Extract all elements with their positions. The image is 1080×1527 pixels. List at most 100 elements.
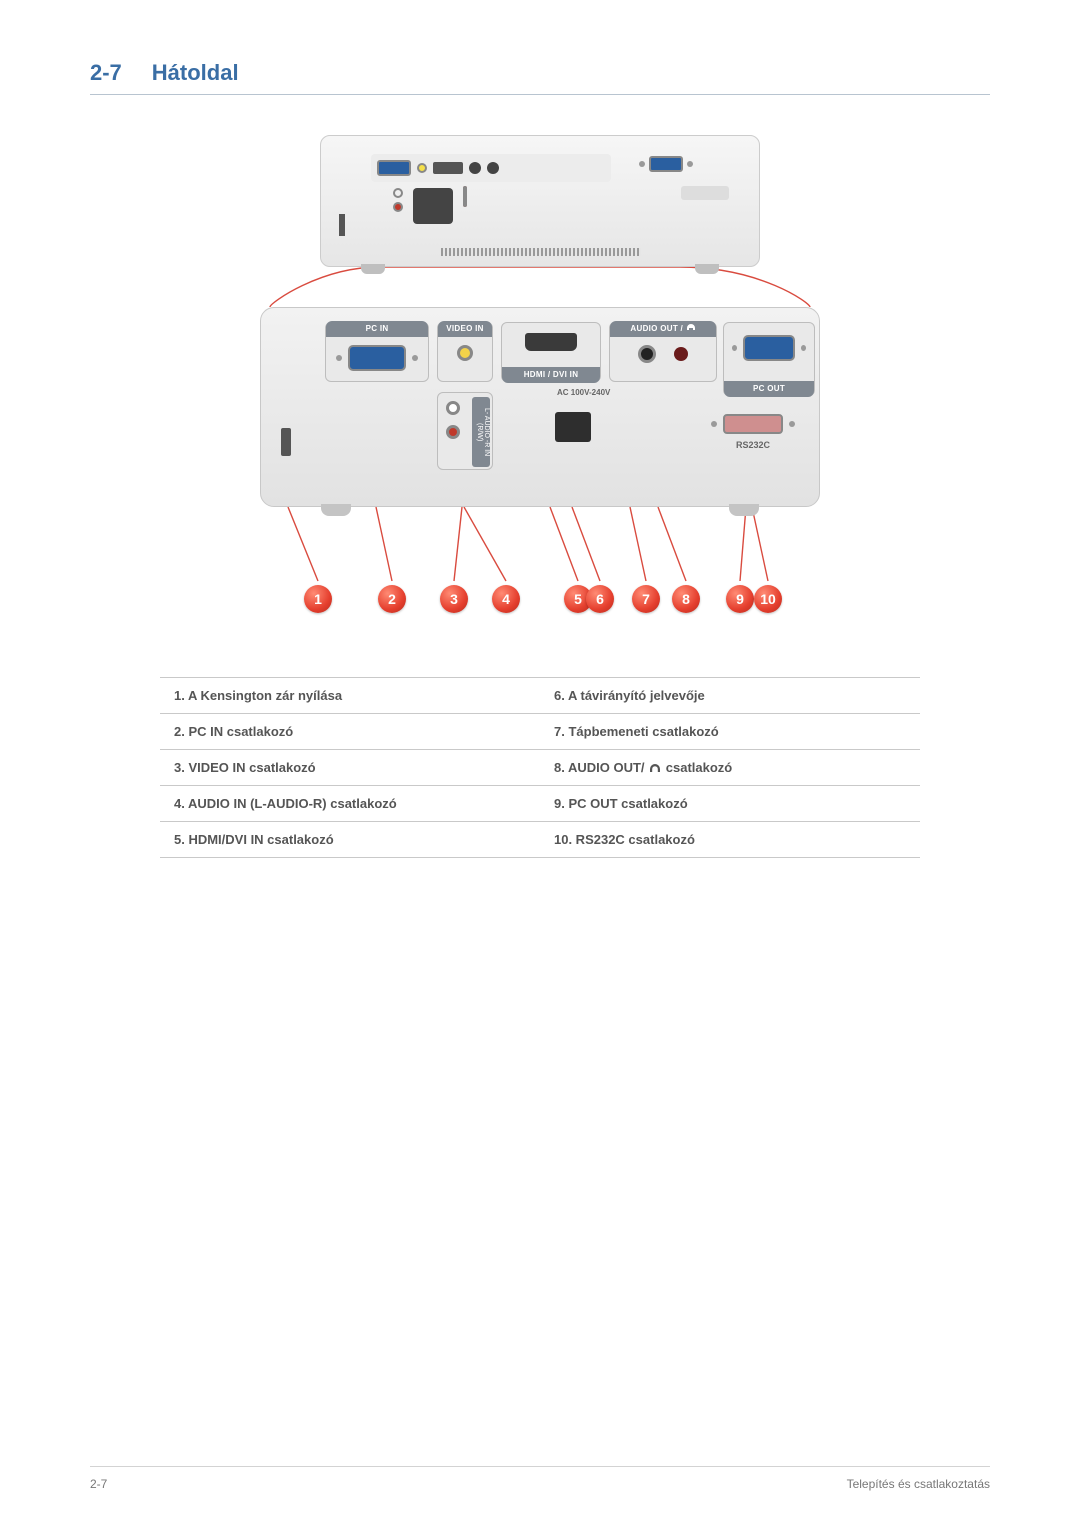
- mini-ir-icon: [487, 162, 499, 174]
- kensington-slot-icon: [281, 428, 291, 456]
- audio-in-label: L- AUDIO -R IN (R/W): [472, 397, 490, 467]
- screw-icon: [687, 161, 693, 167]
- ir-receiver-icon: [674, 347, 688, 361]
- top-row2: [393, 188, 593, 244]
- foot-icon: [361, 264, 385, 274]
- leader-lines: [260, 507, 820, 585]
- top-right-vga-group: [639, 154, 709, 174]
- mini-kensington-icon: [339, 214, 345, 236]
- connector-table: 1. A Kensington zár nyílása6. A távirány…: [160, 677, 920, 858]
- screw-icon: [732, 345, 737, 351]
- audio-jack-icon: [638, 345, 656, 363]
- manual-page: 2-7 Hátoldal: [0, 0, 1080, 1527]
- foot-icon: [321, 504, 351, 516]
- ac-label: AC 100V-240V: [557, 388, 610, 397]
- screw-icon: [711, 421, 717, 427]
- table-cell: 3. VIDEO IN csatlakozó: [160, 750, 540, 786]
- mini-rs232-wrap: [463, 188, 467, 206]
- hdmi-port-row: [510, 333, 592, 351]
- screw-icon: [789, 421, 795, 427]
- audio-out-label: AUDIO OUT /: [610, 321, 716, 337]
- callout-badge-10: 10: [754, 585, 782, 613]
- mini-jack-icon: [469, 162, 481, 174]
- pc-in-group: PC IN: [325, 322, 429, 382]
- callout-badge-7: 7: [632, 585, 660, 613]
- video-in-port: [446, 345, 484, 361]
- foot-icon: [695, 264, 719, 274]
- rs232-port-row: [709, 414, 797, 434]
- screw-icon: [639, 161, 645, 167]
- table-cell: 10. RS232C csatlakozó: [540, 822, 920, 858]
- audio-out-ports: [618, 345, 708, 363]
- badge-row: 12345678910: [260, 585, 820, 617]
- section-number: 2-7: [90, 60, 122, 86]
- table-cell: 4. AUDIO IN (L-AUDIO-R) csatlakozó: [160, 786, 540, 822]
- table-row: 5. HDMI/DVI IN csatlakozó10. RS232C csat…: [160, 822, 920, 858]
- pc-out-label: PC OUT: [724, 381, 814, 397]
- table-cell: 5. HDMI/DVI IN csatlakozó: [160, 822, 540, 858]
- table-cell: 9. PC OUT csatlakozó: [540, 786, 920, 822]
- table-cell: 2. PC IN csatlakozó: [160, 714, 540, 750]
- table-cell: 7. Tápbemeneti csatlakozó: [540, 714, 920, 750]
- callout-badge-9: 9: [726, 585, 754, 613]
- rs232-label: RS232C: [701, 440, 805, 450]
- pc-out-port: [732, 335, 806, 361]
- audio-out-text: AUDIO OUT /: [630, 324, 685, 333]
- headphone-icon: [648, 760, 662, 774]
- table-row: 3. VIDEO IN csatlakozó8. AUDIO OUT/ csat…: [160, 750, 920, 786]
- vga-port-icon: [348, 345, 406, 371]
- mini-rca-icon: [417, 163, 427, 173]
- pc-out-group: PC OUT: [723, 322, 815, 396]
- headphone-icon: [686, 322, 696, 332]
- bracket-lines: [260, 263, 820, 307]
- video-in-label: VIDEO IN: [438, 321, 492, 337]
- pc-in-port: [334, 345, 420, 371]
- callout-badge-2: 2: [378, 585, 406, 613]
- top-port-strip: [371, 154, 611, 182]
- mini-hdmi-icon: [433, 162, 463, 174]
- screw-icon: [801, 345, 806, 351]
- screw-icon: [336, 355, 342, 361]
- hdmi-label: HDMI / DVI IN: [502, 367, 600, 383]
- audio-in-ports: [446, 401, 460, 439]
- page-footer: 2-7 Telepítés és csatlakoztatás: [90, 1466, 990, 1491]
- callout-badge-8: 8: [672, 585, 700, 613]
- screw-icon: [412, 355, 418, 361]
- table-row: 2. PC IN csatlakozó7. Tápbemeneti csatla…: [160, 714, 920, 750]
- callout-badge-6: 6: [586, 585, 614, 613]
- section-title: Hátoldal: [152, 60, 239, 86]
- mini-vga-icon: [377, 160, 411, 176]
- table-row: 4. AUDIO IN (L-AUDIO-R) csatlakozó9. PC …: [160, 786, 920, 822]
- mini-rs232-icon: [463, 186, 467, 207]
- table-cell: 1. A Kensington zár nyílása: [160, 678, 540, 714]
- rca-yellow-icon: [457, 345, 473, 361]
- callout-badge-4: 4: [492, 585, 520, 613]
- table-row: 1. A Kensington zár nyílása6. A távirány…: [160, 678, 920, 714]
- table-cell: 8. AUDIO OUT/ csatlakozó: [540, 750, 920, 786]
- vent-icon: [441, 248, 641, 256]
- audio-out-group: AUDIO OUT /: [609, 322, 717, 382]
- mini-power-icon: [413, 188, 453, 224]
- mini-vga2-icon: [649, 156, 683, 172]
- callout-badge-1: 1: [304, 585, 332, 613]
- pc-in-label: PC IN: [326, 321, 428, 337]
- video-in-group: VIDEO IN: [437, 322, 493, 382]
- footer-left: 2-7: [90, 1477, 107, 1491]
- rs232-group: RS232C: [701, 410, 805, 466]
- rca-red-icon: [446, 425, 460, 439]
- audio-in-group: L- AUDIO -R IN (R/W): [437, 392, 493, 470]
- mini-audio-stack: [393, 188, 403, 212]
- foot-icon: [729, 504, 759, 516]
- mini-jack-w-icon: [393, 188, 403, 198]
- rs232-port-icon: [723, 414, 783, 434]
- rear-panel-diagram: PC IN VIDEO IN HDMI / DVI IN: [260, 135, 820, 617]
- hdmi-port-icon: [525, 333, 577, 351]
- rca-white-icon: [446, 401, 460, 415]
- mini-jack-r-icon: [393, 202, 403, 212]
- brand-logo: [681, 186, 729, 200]
- hdmi-group: HDMI / DVI IN: [501, 322, 601, 382]
- callout-badge-3: 3: [440, 585, 468, 613]
- projector-rear-enlarged: PC IN VIDEO IN HDMI / DVI IN: [260, 307, 820, 507]
- section-header: 2-7 Hátoldal: [90, 60, 990, 95]
- vga-port-icon: [743, 335, 794, 361]
